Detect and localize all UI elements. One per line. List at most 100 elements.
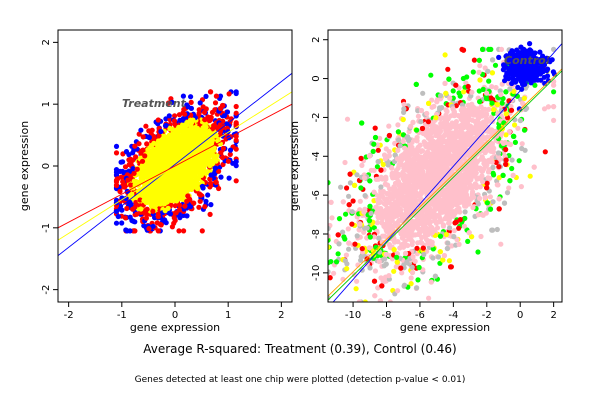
panel-watermark: Treatment bbox=[122, 97, 187, 110]
scatter-point bbox=[156, 179, 162, 185]
scatter-point bbox=[440, 223, 446, 229]
scatter-point bbox=[203, 124, 209, 130]
scatter-point bbox=[171, 118, 177, 124]
scatter-point bbox=[203, 93, 209, 99]
scatter-point bbox=[145, 198, 151, 204]
regression-line bbox=[58, 103, 292, 229]
scatter-point bbox=[152, 197, 158, 203]
scatter-point bbox=[401, 282, 408, 288]
scatter-point bbox=[366, 245, 372, 251]
scatter-point bbox=[380, 161, 386, 168]
scatter-point bbox=[461, 89, 467, 95]
scatter-point bbox=[165, 205, 171, 211]
scatter-point bbox=[456, 225, 462, 231]
scatter-point bbox=[160, 164, 166, 170]
scatter-point bbox=[144, 168, 150, 174]
scatter-point bbox=[120, 159, 126, 165]
scatter-point bbox=[456, 90, 462, 96]
scatter-point bbox=[233, 121, 239, 127]
scatter-point bbox=[169, 137, 175, 143]
scatter-point bbox=[490, 227, 496, 233]
scatter-point bbox=[213, 179, 219, 185]
scatter-point bbox=[362, 299, 368, 302]
y-tick-label: -2 bbox=[41, 285, 52, 295]
scatter-point bbox=[156, 157, 162, 163]
scatter-point bbox=[127, 156, 134, 162]
scatter-point bbox=[387, 299, 393, 302]
scatter-point bbox=[221, 113, 228, 119]
scatter-point bbox=[199, 228, 205, 234]
scatter-point bbox=[353, 286, 359, 292]
scatter-point bbox=[184, 176, 190, 182]
scatter-point bbox=[134, 166, 140, 172]
scatter-point bbox=[475, 249, 481, 255]
scatter-point bbox=[132, 204, 138, 210]
scatter-point bbox=[144, 173, 150, 179]
scatter-point bbox=[171, 160, 178, 166]
scatter-point bbox=[176, 152, 182, 158]
scatter-point bbox=[511, 122, 518, 128]
scatter-point bbox=[494, 226, 500, 233]
x-tick-label: 0 bbox=[172, 310, 178, 321]
scatter-point bbox=[146, 226, 152, 232]
scatter-point bbox=[136, 141, 142, 147]
scatter-point bbox=[143, 215, 149, 221]
scatter-point bbox=[445, 66, 451, 72]
scatter-point bbox=[200, 104, 206, 110]
scatter-point bbox=[197, 198, 203, 204]
scatter-point bbox=[196, 107, 202, 113]
scatter-point bbox=[117, 188, 123, 195]
scatter-point bbox=[450, 88, 456, 94]
scatter-point bbox=[465, 83, 471, 90]
scatter-point bbox=[227, 147, 234, 153]
scatter-point bbox=[159, 200, 165, 206]
scatter-point bbox=[197, 100, 203, 106]
scatter-point bbox=[178, 134, 184, 140]
scatter-point bbox=[420, 90, 426, 96]
scatter-point bbox=[386, 200, 393, 206]
scatter-point bbox=[196, 110, 202, 116]
scatter-point bbox=[156, 133, 162, 139]
scatter-point bbox=[437, 219, 443, 225]
scatter-point bbox=[153, 202, 159, 208]
scatter-point bbox=[188, 94, 194, 100]
x-axis-label: gene expression bbox=[130, 321, 220, 334]
scatter-point bbox=[176, 207, 183, 213]
scatter-point bbox=[188, 99, 194, 105]
scatter-point bbox=[220, 145, 226, 151]
scatter-point bbox=[516, 158, 522, 164]
scatter-point bbox=[136, 131, 142, 137]
scatter-point bbox=[486, 46, 492, 53]
scatter-point bbox=[193, 181, 199, 187]
scatter-point bbox=[504, 190, 511, 196]
scatter-point bbox=[196, 204, 202, 210]
scatter-point bbox=[174, 193, 180, 200]
scatter-point bbox=[113, 182, 120, 189]
scatter-point bbox=[335, 251, 341, 257]
scatter-point bbox=[212, 165, 218, 171]
scatter-point bbox=[191, 200, 197, 206]
scatter-point bbox=[344, 266, 350, 272]
scatter-point bbox=[194, 130, 200, 136]
scatter-point bbox=[216, 185, 222, 192]
scatter-point bbox=[155, 117, 161, 123]
scatter-point bbox=[176, 139, 182, 145]
scatter-point bbox=[358, 254, 364, 260]
scatter-point bbox=[124, 228, 130, 234]
scatter-point bbox=[187, 180, 194, 186]
scatter-point bbox=[448, 113, 454, 119]
scatter-point bbox=[115, 176, 121, 182]
scatter-point bbox=[340, 229, 346, 235]
scatter-point bbox=[171, 215, 177, 221]
scatter-point bbox=[202, 204, 208, 210]
scatter-point bbox=[143, 123, 149, 129]
scatter-point bbox=[428, 72, 434, 78]
scatter-point bbox=[226, 91, 232, 97]
scatter-point bbox=[194, 186, 201, 192]
scatter-point bbox=[182, 203, 188, 209]
scatter-point bbox=[462, 215, 468, 221]
scatter-point bbox=[202, 117, 208, 123]
scatter-point bbox=[464, 74, 470, 80]
scatter-point bbox=[358, 185, 364, 191]
